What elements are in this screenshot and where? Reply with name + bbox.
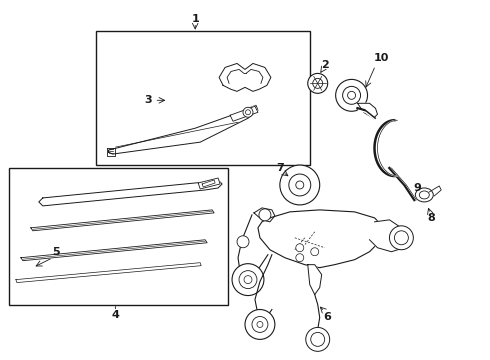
Circle shape: [306, 328, 330, 351]
Polygon shape: [258, 210, 385, 268]
Text: 4: 4: [112, 310, 120, 320]
Circle shape: [237, 236, 249, 248]
Polygon shape: [308, 265, 322, 294]
Circle shape: [311, 332, 325, 346]
Text: 1: 1: [191, 14, 199, 24]
Text: 8: 8: [427, 213, 435, 223]
Circle shape: [232, 264, 264, 296]
Ellipse shape: [419, 191, 429, 199]
Circle shape: [243, 107, 253, 117]
Circle shape: [239, 271, 257, 289]
Polygon shape: [358, 103, 377, 118]
Polygon shape: [369, 220, 407, 252]
Text: 6: 6: [324, 312, 332, 323]
Circle shape: [313, 78, 323, 88]
Bar: [9, 168, 228, 305]
Circle shape: [245, 310, 275, 339]
Text: 7: 7: [276, 163, 284, 173]
Circle shape: [311, 248, 319, 256]
Circle shape: [257, 321, 263, 328]
Polygon shape: [254, 208, 275, 222]
Bar: [96, 31, 310, 165]
Circle shape: [343, 86, 361, 104]
Polygon shape: [198, 178, 220, 189]
Circle shape: [394, 231, 408, 245]
Circle shape: [280, 165, 319, 205]
Polygon shape: [16, 263, 201, 283]
Text: 9: 9: [414, 183, 421, 193]
Polygon shape: [31, 210, 214, 231]
Text: 10: 10: [374, 54, 389, 63]
Circle shape: [259, 209, 271, 221]
Circle shape: [336, 80, 368, 111]
Polygon shape: [21, 240, 207, 261]
Polygon shape: [108, 105, 258, 154]
Text: 3: 3: [145, 95, 152, 105]
Circle shape: [252, 316, 268, 332]
Circle shape: [296, 244, 304, 252]
Polygon shape: [230, 106, 258, 121]
Ellipse shape: [416, 188, 433, 202]
Circle shape: [296, 254, 304, 262]
Circle shape: [289, 174, 311, 196]
Circle shape: [390, 226, 414, 250]
Text: 5: 5: [52, 247, 60, 257]
Circle shape: [347, 91, 356, 99]
Polygon shape: [39, 180, 222, 206]
Circle shape: [244, 276, 252, 284]
Circle shape: [308, 73, 328, 93]
Text: 2: 2: [321, 60, 329, 71]
Circle shape: [296, 181, 304, 189]
Circle shape: [245, 110, 250, 115]
